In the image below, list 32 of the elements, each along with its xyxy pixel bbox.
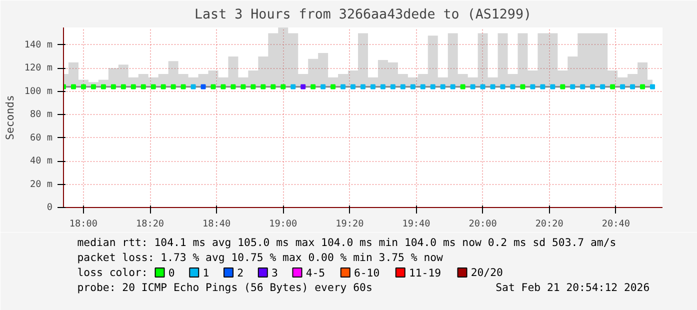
x-tick-label: 18:20 (136, 218, 164, 230)
legend-label: 6-10 (354, 266, 380, 280)
x-tick-label: 19:40 (402, 218, 431, 230)
y-axis-title: Seconds (3, 95, 16, 140)
y-tick-label: 0 (46, 202, 53, 213)
y-tick-label: 100 m (24, 86, 53, 97)
y-tick-label: 120 m (24, 62, 53, 74)
legend-label: 11-19 (408, 266, 442, 280)
y-tick-label: 80 m (30, 109, 53, 120)
chart-title: Last 3 Hours from 3266aa43dede to (AS1299) (194, 8, 532, 22)
x-tick-label: 19:20 (336, 218, 364, 230)
legend-label: 3 (271, 266, 278, 280)
y-tick-label: 140 m (24, 39, 53, 50)
text: probe: 20 ICMP Echo Pings (56 Bytes) every 60s (77, 281, 372, 294)
text: Sat Feb 21 20:54:12 2026 (496, 281, 650, 294)
legend-title: loss color: (77, 266, 148, 279)
x-tick-label: 20:00 (468, 218, 498, 230)
legend-label: 0 (168, 266, 175, 280)
x-tick-label: 19:00 (269, 218, 298, 230)
legend-label: 4-5 (306, 266, 326, 280)
y-tick-label: 60 m (30, 132, 53, 144)
x-tick-label: 18:40 (202, 218, 231, 230)
legend-label: 2 (237, 266, 244, 280)
y-tick-label: 20 m (30, 178, 53, 190)
x-tick-label: 18:00 (69, 218, 98, 230)
text: packet loss: 1.73 % avg 10.75 % max 0.00 % min 3.75 % now (77, 251, 444, 264)
legend-label: 20/20 (470, 266, 503, 279)
y-tick-label: 40 m (30, 156, 53, 167)
text: median rtt: 104.1 ms avg 105.0 ms max 104.0 ms min 104.0 ms now 0.2 ms sd 503.7 am/s (77, 236, 616, 249)
x-tick-label: 20:40 (602, 218, 630, 230)
legend-label: 1 (202, 266, 210, 280)
x-tick-label: 20:20 (535, 218, 564, 230)
